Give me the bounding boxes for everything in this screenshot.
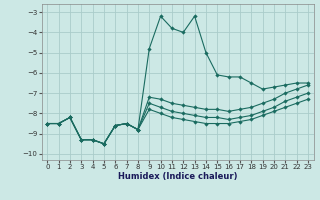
X-axis label: Humidex (Indice chaleur): Humidex (Indice chaleur) xyxy=(118,172,237,181)
